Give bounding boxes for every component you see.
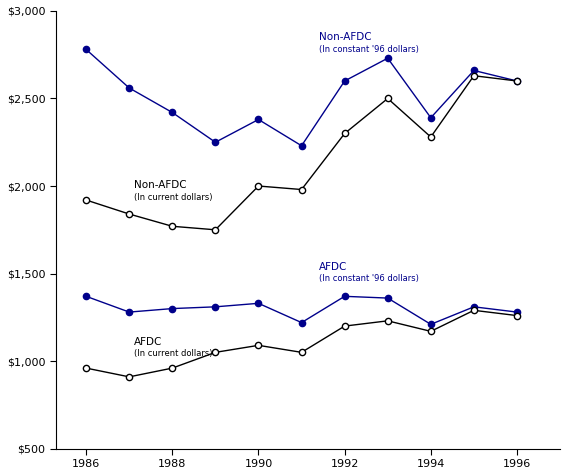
Text: (In current dollars): (In current dollars) — [134, 193, 212, 202]
Text: Non-AFDC: Non-AFDC — [319, 32, 371, 42]
Text: Non-AFDC: Non-AFDC — [134, 179, 186, 189]
Text: (In constant '96 dollars): (In constant '96 dollars) — [319, 45, 418, 54]
Text: AFDC: AFDC — [319, 262, 347, 272]
Text: (In current dollars): (In current dollars) — [134, 349, 212, 358]
Text: (In constant '96 dollars): (In constant '96 dollars) — [319, 274, 418, 283]
Text: AFDC: AFDC — [134, 337, 162, 347]
